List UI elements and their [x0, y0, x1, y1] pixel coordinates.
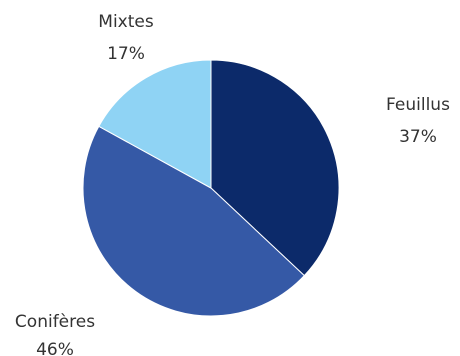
- pie-slice-mixtes: [98, 59, 212, 189]
- pie-slices: [82, 59, 340, 317]
- slice-label: Feuillus: [386, 95, 450, 115]
- slice-value-label: 37%: [399, 127, 437, 147]
- slice-label: Conifères: [15, 312, 95, 332]
- pie-slice-conif-res: [82, 125, 306, 317]
- pie-slice-feuillus: [210, 59, 340, 277]
- slice-label: Mixtes: [98, 12, 154, 32]
- slice-value-label: 17%: [107, 44, 145, 64]
- slice-value-label: 46%: [36, 340, 74, 356]
- pie-labels: Feuillus 37% Conifères 46% Mixtes 17%: [15, 12, 450, 356]
